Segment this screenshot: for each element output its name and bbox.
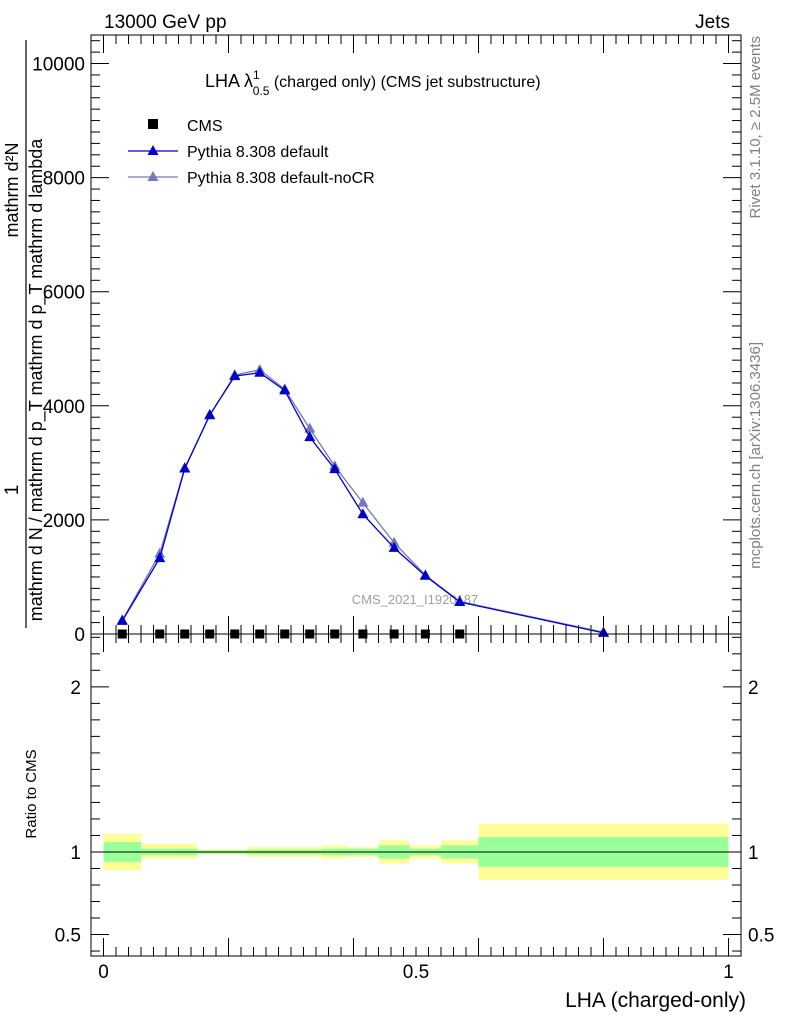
legend-marker-square xyxy=(148,119,158,129)
x-tick-label: 1 xyxy=(723,962,734,983)
series-point xyxy=(154,552,166,563)
legend: CMS Pythia 8.308 default Pythia 8.308 defa… xyxy=(128,118,375,187)
main-y-label: 1 mathrm d N / mathrm d p_T mathrm d p_T… xyxy=(2,40,47,628)
legend-label: CMS xyxy=(187,118,223,135)
watermark: CMS_2021_I1920187 xyxy=(352,592,479,607)
rivet-label: Rivet 3.1.10, ≥ 2.5M events xyxy=(747,36,764,219)
series-point xyxy=(116,614,128,625)
series-point xyxy=(179,462,191,473)
main-plot-panel: 0 2000 4000 6000 8000 10000 CMS_2021_I1920187… xyxy=(2,34,742,646)
ratio-y-axis: 0.5 0.5 1 1 2 2 xyxy=(55,636,774,952)
ratio-y-tick-label: 0.5 xyxy=(55,926,81,947)
series-line xyxy=(121,372,604,634)
mcplots-label: mcplots.cern.ch [arXiv:1306.3436] xyxy=(747,342,764,569)
series-point xyxy=(357,496,369,507)
main-y-tick-label: 2000 xyxy=(43,511,85,532)
x-axis-label: LHA (charged-only) xyxy=(565,989,746,1012)
ratio-y-tick-label-right: 2 xyxy=(748,678,759,699)
plot-title: LHA λ1 0.5 (charged only) (CMS jet substr… xyxy=(205,68,541,98)
ratio-y-tick-label-right: 0.5 xyxy=(748,926,774,947)
x-tick-label: 0 xyxy=(98,962,109,983)
series-point xyxy=(304,431,316,442)
ratio-y-tick-label: 1 xyxy=(70,843,81,864)
ratio-y-tick-label-right: 1 xyxy=(748,843,759,864)
series-point xyxy=(279,384,291,395)
ratio-x-axis: 0 0.5 1 xyxy=(98,634,734,983)
ratio-frame xyxy=(90,633,742,957)
header-left: 13000 GeV pp xyxy=(104,12,227,33)
main-y-tick-label: 10000 xyxy=(32,55,85,76)
legend-label: Pythia 8.308 default-noCR xyxy=(187,170,375,187)
series-point xyxy=(357,508,369,519)
title-main: LHA λ xyxy=(205,71,253,91)
legend-marker-triangle xyxy=(147,145,159,155)
x-tick-label: 0.5 xyxy=(403,962,429,983)
y-label-one: 1 xyxy=(2,485,23,496)
ratio-y-label: Ratio to CMS xyxy=(23,749,40,838)
title-rest: (charged only) (CMS jet substructure) xyxy=(269,74,540,91)
main-y-tick-label: 6000 xyxy=(43,283,85,304)
series-point xyxy=(204,408,216,419)
series-point xyxy=(304,422,316,433)
series-point xyxy=(229,370,241,381)
series-point xyxy=(388,541,400,552)
series-point xyxy=(254,366,266,377)
main-y-tick-label: 8000 xyxy=(43,169,85,190)
series-point xyxy=(329,463,341,474)
series-point xyxy=(454,596,466,607)
main-y-tick-label: 0 xyxy=(74,625,85,646)
main-y-axis: 0 2000 4000 6000 8000 10000 xyxy=(32,40,741,646)
title-sup: 1 xyxy=(253,68,260,82)
main-y-tick-label: 4000 xyxy=(43,397,85,418)
series-layer xyxy=(116,363,609,637)
legend-marker-triangle xyxy=(147,171,159,181)
y-label-numer: mathrm d²N xyxy=(2,142,22,237)
ratio-plot-panel: 0.5 0.51 12 2 0 0.5 1 Ratio to CMS LHA (charg… xyxy=(23,633,774,1012)
y-label-denom: mathrm d N / mathrm d p_T mathrm d p_T m… xyxy=(26,138,47,621)
header-right: Jets xyxy=(695,12,730,33)
ratio-y-tick-label: 2 xyxy=(70,678,81,699)
series-point xyxy=(419,569,431,580)
main-x-ticks xyxy=(103,35,729,634)
legend-label: Pythia 8.308 default xyxy=(187,144,329,161)
title-sub: 0.5 xyxy=(253,84,270,98)
